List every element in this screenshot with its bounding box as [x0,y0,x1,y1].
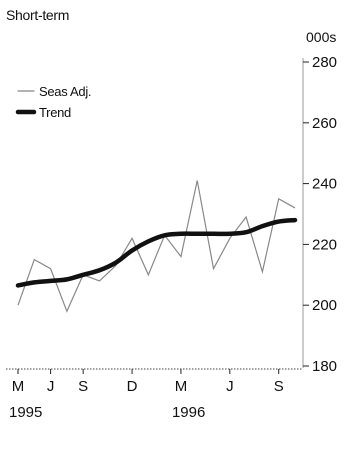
unit-label: 000s [306,29,336,45]
year-label: 1995 [9,404,42,421]
plot-area: 180 200 220 240 260 280 M J S D M J S 1995 1996 [6,54,337,421]
x-tick-label: J [226,378,234,395]
y-tick-label: 260 [312,115,337,132]
year-label: 1996 [172,404,205,421]
y-tick-label: 180 [312,358,337,375]
x-tick-label: D [127,378,138,395]
x-tick-label: S [78,378,88,395]
legend-label: Trend [39,105,71,120]
series-line-trend [15,217,298,288]
x-tick-label: M [175,378,188,395]
x-tick-label: S [274,378,284,395]
y-tick-label: 240 [312,176,337,193]
y-tick-label: 280 [312,54,337,71]
chart-title: Short-term [6,7,69,23]
x-tick-label: M [12,378,25,395]
x-tick-label: J [47,378,55,395]
y-tick-label: 200 [312,297,337,314]
series-line-seas-adj [17,180,296,313]
legend: Seas Adj. Trend [15,84,92,120]
y-tick-label: 220 [312,236,337,253]
legend-label: Seas Adj. [39,84,91,99]
